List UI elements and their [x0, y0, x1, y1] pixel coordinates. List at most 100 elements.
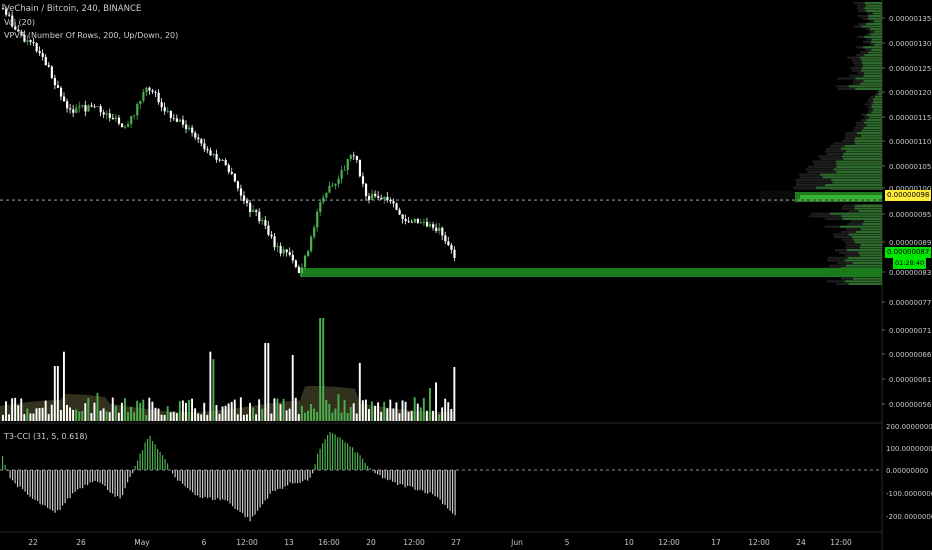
candle-body: [23, 34, 26, 42]
volume-profile-bar-up: [845, 264, 882, 267]
volume-bar: [56, 366, 59, 421]
volume-profile-bar-down: [828, 264, 846, 267]
volume-profile-bar-down: [855, 121, 865, 124]
candle-body: [93, 106, 96, 108]
bar-countdown-tag: 01:28:40: [893, 258, 927, 269]
volume-bar: [252, 407, 254, 421]
volume-profile-bar-down: [839, 251, 859, 254]
candle-body: [270, 234, 273, 237]
volume-profile-bar-up: [866, 119, 882, 122]
candle-body: [255, 210, 258, 212]
candle-body: [380, 197, 383, 200]
cci-bar: [39, 470, 41, 505]
volume-bar: [325, 399, 328, 421]
candle-body: [258, 211, 261, 222]
volume-bar: [249, 402, 251, 421]
volume-profile-bar-down: [836, 262, 853, 265]
candle-body: [59, 87, 63, 97]
volume-bar: [99, 410, 102, 421]
volume-bar: [313, 408, 315, 421]
cci-bar: [382, 470, 384, 479]
cci-bar: [329, 432, 331, 470]
candle-body: [438, 227, 441, 231]
volume-bar: [66, 404, 68, 421]
cci-bar: [22, 470, 24, 489]
cci-bar: [317, 453, 319, 470]
volume-bar: [200, 414, 203, 421]
cci-bar: [17, 470, 19, 488]
volume-bar: [282, 398, 285, 421]
volume-profile-bar-up: [822, 176, 882, 179]
volume-bar: [197, 413, 200, 421]
candle-body: [197, 137, 200, 140]
cci-bar: [362, 458, 364, 470]
cci-bar: [297, 470, 299, 484]
volume-bar: [120, 402, 123, 421]
candle-body: [404, 218, 407, 222]
volume-profile-bar-down: [846, 243, 861, 246]
volume-profile-bar-up: [855, 230, 882, 233]
volume-bar: [450, 408, 453, 421]
volume-profile-bar-down: [849, 67, 862, 70]
candle-body: [346, 159, 349, 171]
cci-bar: [429, 470, 431, 493]
volume-bar: [276, 398, 279, 421]
cci-bar: [47, 470, 49, 508]
time-axis-label: 10: [624, 538, 634, 547]
cci-bar: [322, 443, 324, 470]
candle-body: [398, 209, 401, 215]
cci-bar: [44, 470, 46, 506]
cci-bar: [282, 470, 284, 489]
volume-bar: [2, 414, 4, 421]
time-axis-label: 20: [366, 538, 376, 547]
candle-body: [441, 227, 444, 236]
volume-profile-bar-up: [863, 220, 882, 223]
volume-profile-bar-down: [844, 134, 862, 137]
volume-profile-bar-down: [857, 4, 866, 7]
volume-profile-bar-up: [867, 17, 882, 20]
cci-bar: [142, 450, 144, 470]
volume-bar: [114, 405, 117, 421]
candle-body: [63, 96, 66, 102]
volume-profile-bar-down: [799, 176, 823, 179]
volume-bar: [38, 407, 41, 421]
volume-profile-bar-down: [826, 147, 841, 150]
candle-body: [319, 202, 322, 212]
volume-bar: [206, 414, 209, 421]
volume-bar: [157, 408, 160, 421]
volume-profile-bar-up: [860, 82, 882, 85]
cci-bar: [314, 464, 316, 470]
candle-body: [307, 251, 310, 256]
volume-bar: [160, 414, 163, 421]
candle-body: [120, 123, 124, 128]
volume-profile-bar-down: [869, 20, 874, 23]
volume-bar: [185, 402, 187, 421]
volume-profile-bar-down: [853, 129, 862, 132]
vpvr-legend: VPVR (Number Of Rows, 200, Up/Down, 20): [4, 31, 179, 40]
volume-profile-bar-down: [814, 163, 837, 166]
volume-bar: [84, 403, 87, 421]
volume-profile-bar-down: [860, 113, 867, 116]
candle-body: [325, 192, 328, 198]
cci-bar: [292, 470, 294, 484]
time-axis-label: 26: [76, 538, 86, 547]
volume-profile-bar-down: [832, 233, 849, 236]
volume-profile-bar-up: [854, 139, 882, 142]
volume-profile-bar-up: [870, 28, 882, 31]
volume-bar: [407, 411, 410, 421]
volume-profile-bar-up: [844, 145, 882, 148]
cci-bar: [102, 470, 104, 485]
time-axis-label: 12:00: [658, 538, 680, 547]
volume-bar: [163, 414, 166, 421]
volume-profile-bar-down: [848, 210, 859, 213]
candle-body: [44, 56, 47, 66]
cci-bar: [399, 470, 401, 485]
volume-profile-bar-down: [824, 217, 843, 220]
volume-bar: [20, 398, 23, 421]
volume-profile-bar-down: [876, 90, 879, 93]
candle-body: [224, 160, 227, 166]
volume-profile-bar-down: [867, 12, 873, 15]
volume-bar: [96, 393, 99, 421]
volume-profile-bar-down: [841, 277, 853, 280]
